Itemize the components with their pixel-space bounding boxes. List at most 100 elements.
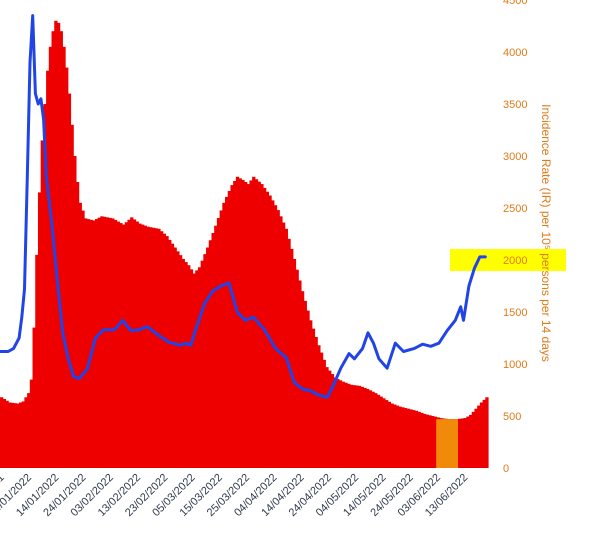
incidence-bar (162, 233, 166, 468)
incidence-bar (56, 22, 61, 468)
incidence-bar (100, 216, 104, 468)
incidence-bar (21, 401, 25, 468)
incidence-bar (208, 240, 213, 468)
incidence-bar (379, 396, 383, 468)
incidence-bar (173, 247, 177, 468)
incidence-bar (352, 385, 356, 468)
incidence-bar (460, 418, 465, 468)
incidence-bar (330, 374, 335, 468)
incidence-bar (203, 254, 207, 468)
incidence-bar (393, 404, 397, 468)
y-tick-label: 1500 (503, 307, 527, 319)
incidence-bar (40, 140, 44, 468)
incidence-bar (187, 265, 191, 468)
incidence-bar (433, 416, 438, 468)
highlighted-bar-range (436, 419, 459, 468)
incidence-bar (246, 184, 251, 468)
incidence-bar (376, 394, 381, 468)
incidence-bar (474, 408, 478, 468)
incidence-bar (249, 180, 253, 468)
y-tick-label: 500 (503, 411, 521, 423)
y-tick-label: 1000 (503, 359, 527, 371)
incidence-bar (311, 328, 316, 468)
incidence-bar (317, 345, 321, 468)
incidence-bar (271, 200, 275, 468)
incidence-bar (159, 231, 164, 468)
incidence-bar (479, 402, 484, 468)
incidence-bar (227, 191, 232, 468)
incidence-bar (233, 180, 237, 468)
incidence-bar (425, 414, 429, 468)
incidence-bar (357, 385, 362, 468)
incidence-bar (292, 258, 297, 468)
incidence-bar (48, 46, 53, 469)
incidence-bar (78, 202, 82, 469)
incidence-bar (287, 238, 291, 468)
incidence-bar (75, 182, 80, 468)
incidence-bar (16, 403, 20, 468)
incidence-bar (192, 273, 196, 468)
incidence-bar (406, 408, 410, 468)
incidence-bar (482, 399, 486, 468)
incidence-bar (298, 280, 302, 468)
incidence-bar (54, 20, 58, 469)
incidence-bar (67, 93, 72, 468)
line-series (0, 14, 487, 399)
incidence-bar (344, 382, 348, 468)
incidence-bar (97, 217, 101, 468)
incidence-bar (276, 210, 280, 468)
incidence-bar (384, 400, 389, 468)
incidence-bar (414, 410, 419, 468)
incidence-bar (200, 260, 204, 468)
incidence-bar (127, 219, 131, 468)
incidence-bar (401, 407, 405, 468)
incidence-bar (116, 221, 120, 468)
incidence-bar (154, 228, 158, 468)
incidence-bar (165, 236, 169, 468)
incidence-bar (5, 400, 9, 468)
incidence-bar (319, 352, 324, 468)
incidence-bar (24, 397, 28, 468)
incidence-bar (32, 327, 36, 468)
incidence-bar (10, 402, 15, 468)
incidence-bar (422, 413, 427, 468)
incidence-bar (341, 381, 345, 468)
incidence-bar (273, 205, 278, 469)
incidence-bar (417, 411, 421, 468)
incidence-bar (279, 216, 283, 468)
incidence-bar (368, 390, 373, 468)
y-tick-label: 2500 (503, 203, 527, 215)
incidence-bar (211, 232, 215, 468)
incidence-bar (485, 397, 489, 468)
incidence-bar (477, 405, 481, 468)
incidence-bar (111, 218, 115, 468)
incidence-bar (225, 196, 229, 468)
incidence-bar (403, 408, 408, 468)
incidence-bar (81, 210, 85, 468)
incidence-bar (151, 227, 156, 468)
incidence-bar (347, 383, 351, 468)
incidence-bar (89, 219, 93, 468)
incidence-bar (124, 222, 129, 468)
incidence-bar (303, 300, 307, 468)
incidence-bar (230, 185, 234, 468)
incidence-bar (431, 416, 435, 468)
y-axis-title: Incidence Rate (IR) per 10⁵ persons per … (539, 104, 553, 362)
incidence-bar (409, 409, 413, 468)
incidence-bar (374, 393, 378, 468)
incidence-bar (135, 221, 139, 468)
incidence-bar (0, 397, 4, 468)
incidence-bar (336, 378, 340, 468)
incidence-bar (281, 222, 286, 468)
incidence-bar (463, 418, 467, 468)
incidence-bar (2, 399, 7, 468)
incidence-bar (458, 418, 462, 468)
incidence-bar (428, 415, 432, 468)
incidence-bar (420, 412, 424, 468)
incidence-bar (197, 267, 202, 468)
incidence-bar (29, 379, 34, 468)
incidence-bar (105, 217, 110, 468)
incidence-bar (113, 219, 118, 468)
incidence-bar (206, 247, 210, 468)
